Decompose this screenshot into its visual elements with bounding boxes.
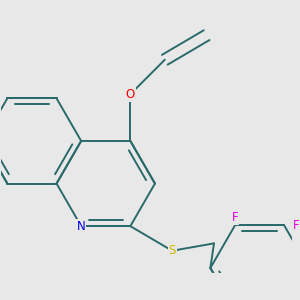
Text: S: S <box>169 244 176 257</box>
Text: O: O <box>126 88 135 101</box>
Text: N: N <box>77 220 85 233</box>
Text: F: F <box>232 212 238 224</box>
Text: F: F <box>293 219 299 232</box>
